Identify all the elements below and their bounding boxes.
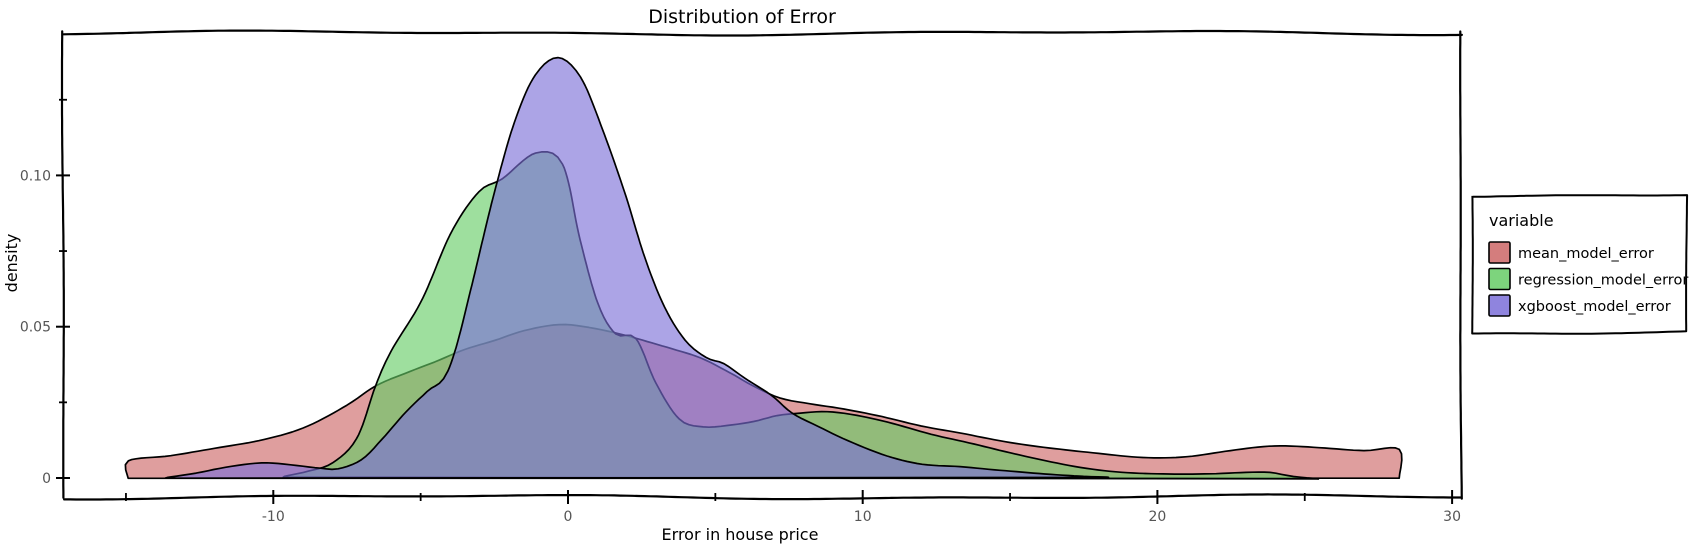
legend-swatch-xgboost_model_error — [1488, 294, 1511, 317]
density-areas — [124, 56, 1403, 480]
legend-title: variable — [1489, 211, 1554, 230]
tick-marks — [56, 98, 1454, 504]
x-tick-label: -10 — [262, 509, 285, 525]
x-axis-label: Error in house price — [662, 525, 819, 544]
x-tick-label: 30 — [1443, 509, 1461, 525]
x-tick-label: 0 — [564, 509, 573, 525]
legend-label-mean_model_error: mean_model_error — [1518, 246, 1654, 262]
y-tick-label: 0.10 — [20, 168, 51, 184]
legend-box — [1471, 194, 1689, 335]
y-tick-label: 0 — [42, 471, 51, 487]
tick-labels: -10 0 10 20 30 0 0.05 0.10 — [20, 168, 1461, 525]
plot-border — [62, 493, 1463, 501]
legend: variable mean_model_error regression_mode… — [1471, 194, 1689, 335]
y-tick-label: 0.05 — [20, 320, 51, 336]
x-tick-label: 10 — [854, 509, 872, 525]
chart-title: Distribution of Error — [648, 6, 836, 28]
legend-label-regression_model_error: regression_model_error — [1518, 273, 1688, 289]
density-area-xgboost_model_error — [164, 56, 1110, 480]
legend-swatch-mean_model_error — [1488, 241, 1511, 264]
x-tick-label: 20 — [1148, 509, 1166, 525]
legend-label-xgboost_model_error: xgboost_model_error — [1518, 299, 1671, 315]
plot-border — [1459, 30, 1463, 500]
plot-border — [62, 29, 1463, 37]
plot-border — [60, 30, 65, 499]
y-axis-label: density — [2, 234, 21, 293]
axes — [60, 29, 1463, 501]
legend-swatch-regression_model_error — [1488, 267, 1511, 291]
